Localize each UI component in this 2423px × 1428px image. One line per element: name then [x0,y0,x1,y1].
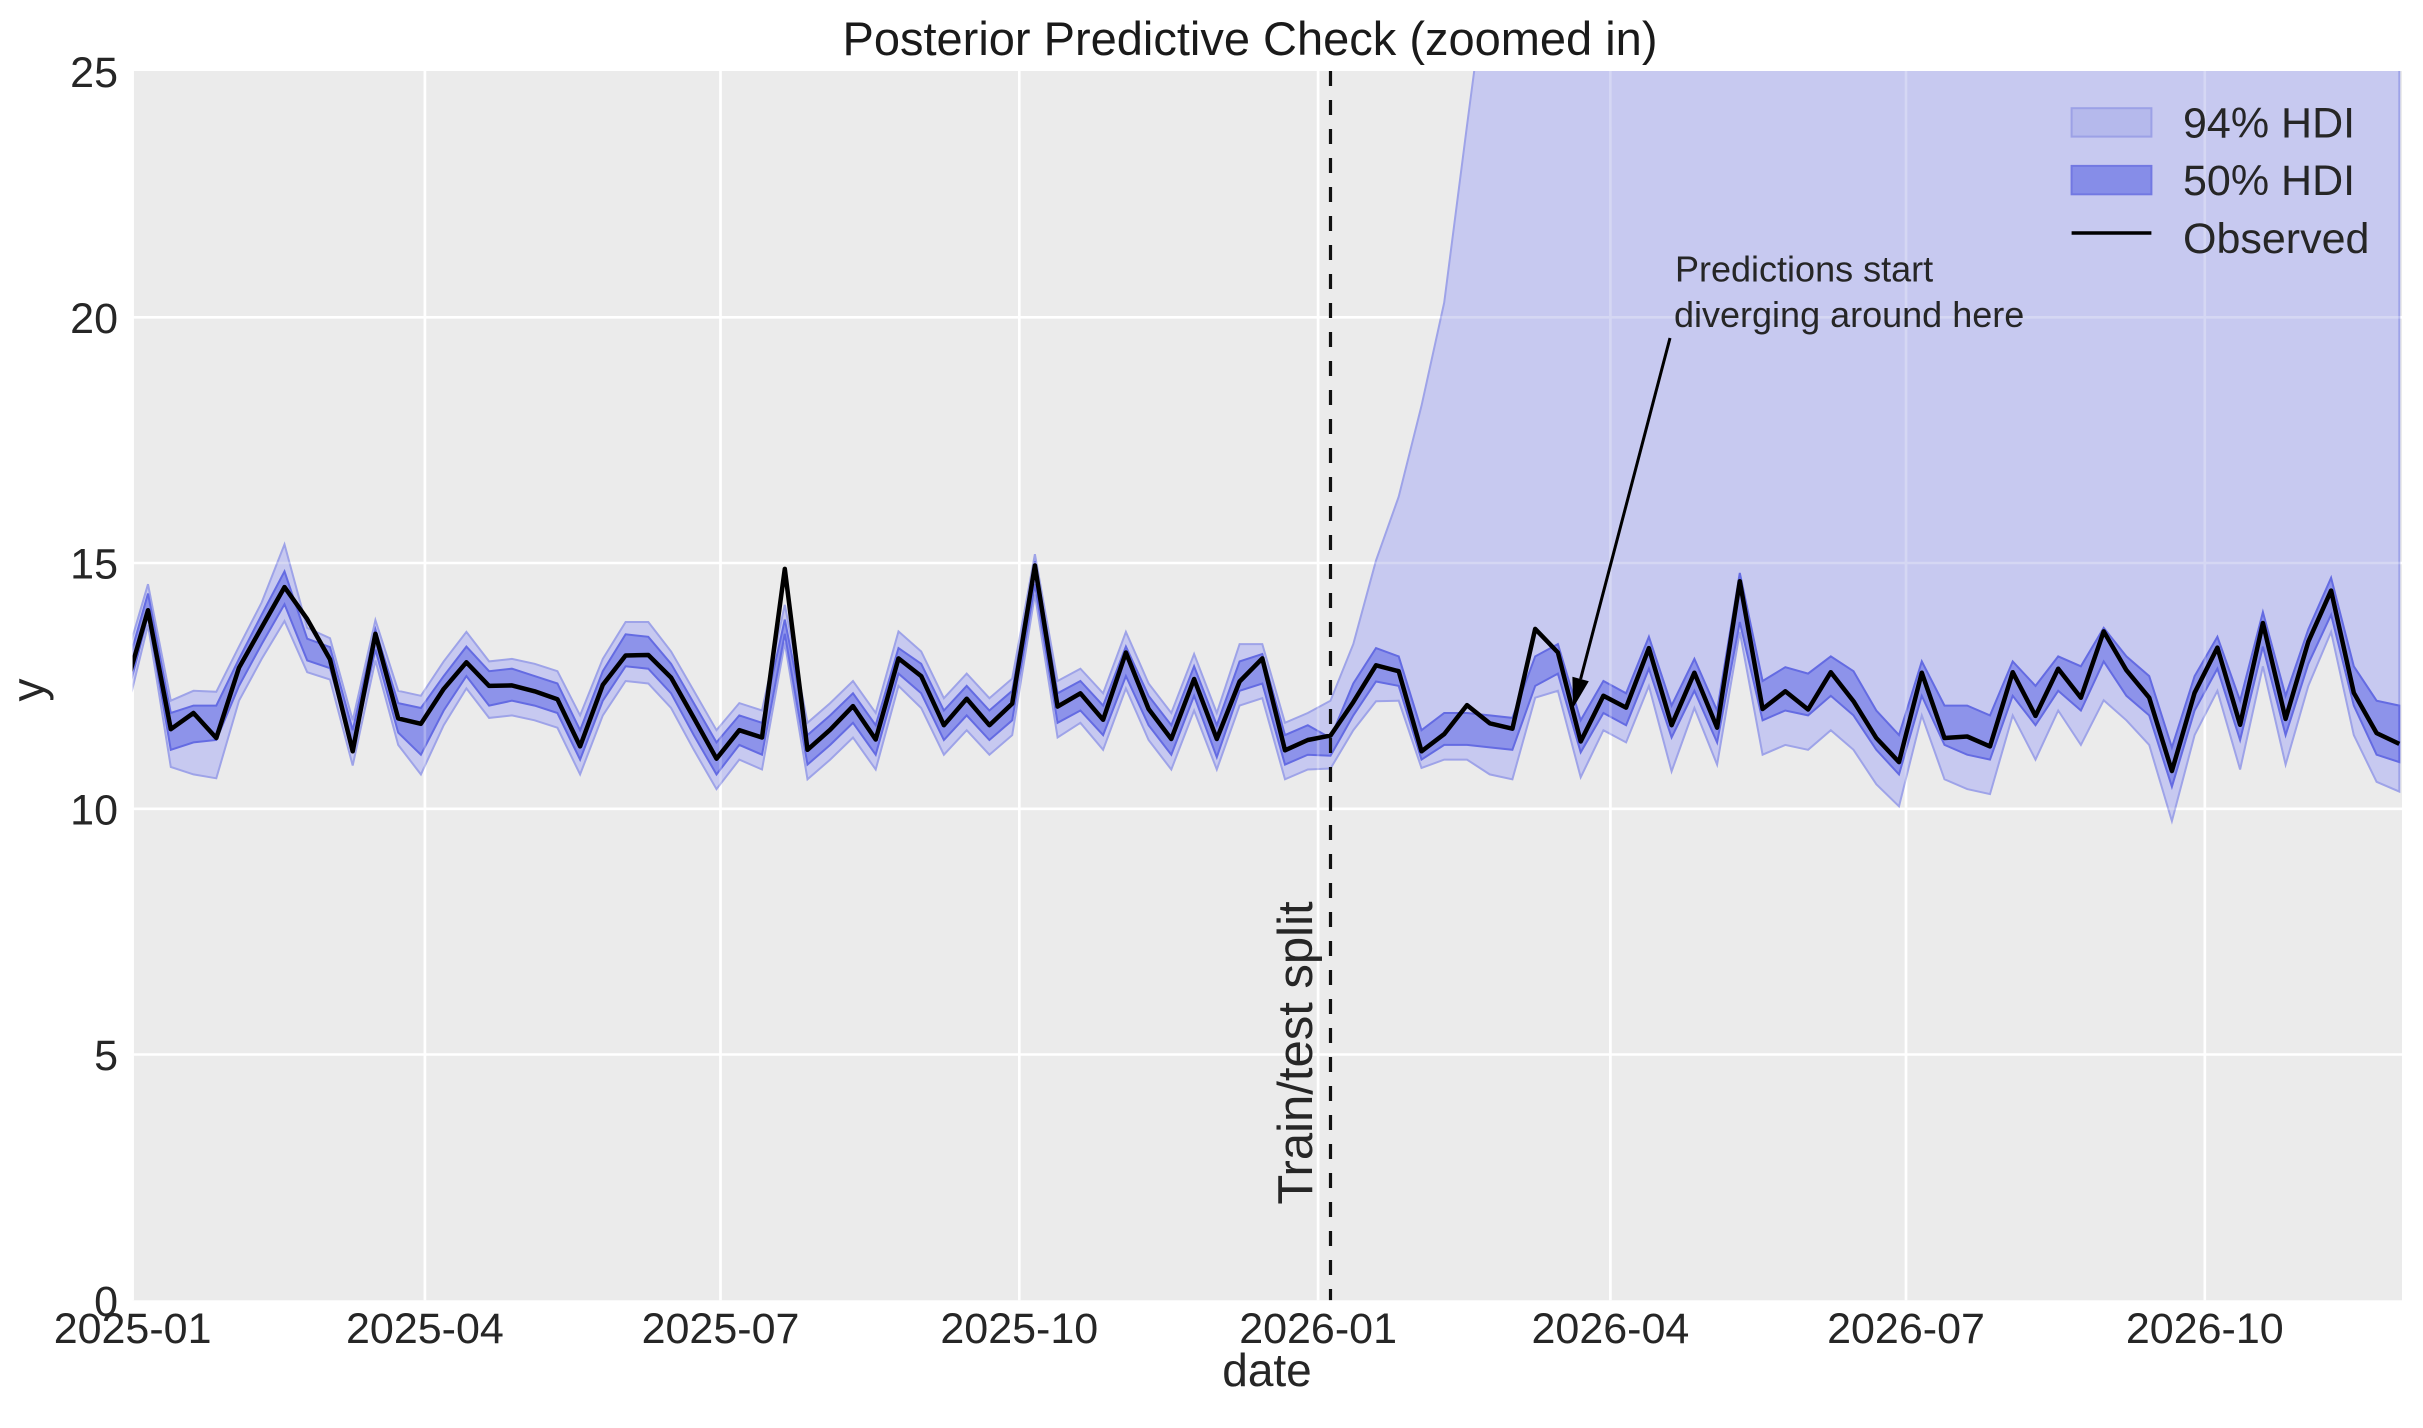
svg-text:25: 25 [70,49,118,97]
svg-text:2026-01: 2026-01 [1239,1305,1397,1353]
svg-text:2025-04: 2025-04 [346,1305,504,1353]
svg-text:Train/test split: Train/test split [1269,901,1323,1205]
svg-text:2026-07: 2026-07 [1827,1305,1985,1353]
svg-text:15: 15 [70,541,118,589]
svg-text:10: 10 [70,786,118,834]
svg-text:5: 5 [94,1032,118,1080]
svg-text:diverging around here: diverging around here [1674,294,2024,335]
svg-text:Observed: Observed [2183,215,2369,263]
svg-text:2025-01: 2025-01 [54,1305,212,1353]
svg-text:Predictions start: Predictions start [1675,249,1933,290]
svg-text:y: y [2,679,54,702]
svg-text:20: 20 [70,295,118,343]
svg-text:2026-10: 2026-10 [2126,1305,2284,1353]
svg-text:2026-04: 2026-04 [1531,1305,1689,1353]
svg-text:2025-10: 2025-10 [940,1305,1098,1353]
svg-text:50% HDI: 50% HDI [2183,157,2355,205]
svg-text:date: date [1222,1344,1312,1396]
svg-text:2025-07: 2025-07 [642,1305,800,1353]
svg-text:94% HDI: 94% HDI [2183,99,2355,147]
svg-text:Posterior Predictive Check (zo: Posterior Predictive Check (zoomed in) [843,12,1658,65]
svg-text:0: 0 [94,1278,118,1326]
